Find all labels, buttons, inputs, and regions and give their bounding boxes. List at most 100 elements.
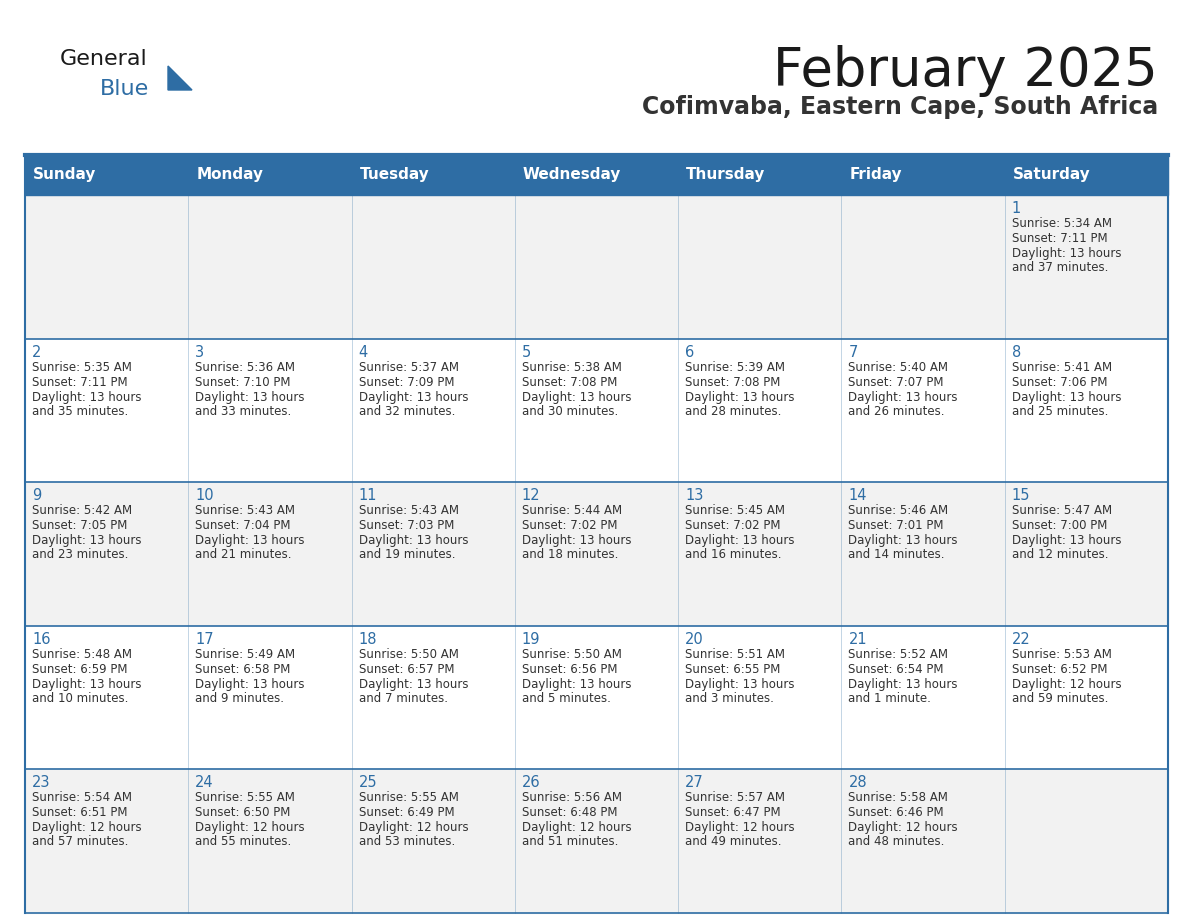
Text: Sunrise: 5:41 AM: Sunrise: 5:41 AM bbox=[1012, 361, 1112, 374]
Text: and 16 minutes.: and 16 minutes. bbox=[685, 548, 782, 561]
Text: 23: 23 bbox=[32, 776, 51, 790]
Text: Daylight: 13 hours: Daylight: 13 hours bbox=[1012, 534, 1121, 547]
Text: Sunrise: 5:40 AM: Sunrise: 5:40 AM bbox=[848, 361, 948, 374]
Bar bbox=[25, 626, 1168, 769]
Text: Daylight: 12 hours: Daylight: 12 hours bbox=[522, 822, 632, 834]
Text: 16: 16 bbox=[32, 632, 51, 647]
Text: Sunrise: 5:34 AM: Sunrise: 5:34 AM bbox=[1012, 217, 1112, 230]
Text: General: General bbox=[61, 49, 147, 69]
Text: Daylight: 13 hours: Daylight: 13 hours bbox=[522, 534, 631, 547]
Text: Daylight: 12 hours: Daylight: 12 hours bbox=[359, 822, 468, 834]
Text: Sunrise: 5:47 AM: Sunrise: 5:47 AM bbox=[1012, 504, 1112, 517]
Text: Daylight: 12 hours: Daylight: 12 hours bbox=[685, 822, 795, 834]
Text: and 21 minutes.: and 21 minutes. bbox=[195, 548, 292, 561]
Bar bbox=[25, 195, 1168, 339]
Text: 10: 10 bbox=[195, 488, 214, 503]
Text: Friday: Friday bbox=[849, 167, 902, 183]
Text: Sunset: 7:06 PM: Sunset: 7:06 PM bbox=[1012, 375, 1107, 388]
Polygon shape bbox=[168, 66, 192, 90]
Text: Sunset: 6:55 PM: Sunset: 6:55 PM bbox=[685, 663, 781, 676]
Text: Sunrise: 5:43 AM: Sunrise: 5:43 AM bbox=[359, 504, 459, 517]
Text: and 23 minutes.: and 23 minutes. bbox=[32, 548, 128, 561]
Text: Sunrise: 5:50 AM: Sunrise: 5:50 AM bbox=[359, 648, 459, 661]
Text: and 35 minutes.: and 35 minutes. bbox=[32, 405, 128, 418]
Text: Daylight: 13 hours: Daylight: 13 hours bbox=[1012, 247, 1121, 260]
Text: and 32 minutes.: and 32 minutes. bbox=[359, 405, 455, 418]
Text: Sunset: 6:52 PM: Sunset: 6:52 PM bbox=[1012, 663, 1107, 676]
Text: and 48 minutes.: and 48 minutes. bbox=[848, 835, 944, 848]
Text: Sunrise: 5:55 AM: Sunrise: 5:55 AM bbox=[359, 791, 459, 804]
Text: Sunrise: 5:55 AM: Sunrise: 5:55 AM bbox=[195, 791, 295, 804]
Text: 9: 9 bbox=[32, 488, 42, 503]
Text: Sunset: 7:07 PM: Sunset: 7:07 PM bbox=[848, 375, 944, 388]
Text: and 55 minutes.: and 55 minutes. bbox=[195, 835, 291, 848]
Text: 27: 27 bbox=[685, 776, 704, 790]
Bar bbox=[25, 482, 1168, 626]
Text: Sunset: 6:56 PM: Sunset: 6:56 PM bbox=[522, 663, 618, 676]
Text: and 30 minutes.: and 30 minutes. bbox=[522, 405, 618, 418]
Text: Sunset: 6:48 PM: Sunset: 6:48 PM bbox=[522, 806, 618, 820]
Text: Sunset: 7:05 PM: Sunset: 7:05 PM bbox=[32, 520, 127, 532]
Text: Daylight: 13 hours: Daylight: 13 hours bbox=[32, 534, 141, 547]
Text: Sunset: 7:08 PM: Sunset: 7:08 PM bbox=[522, 375, 618, 388]
Text: Daylight: 13 hours: Daylight: 13 hours bbox=[32, 390, 141, 404]
Text: Sunrise: 5:43 AM: Sunrise: 5:43 AM bbox=[195, 504, 296, 517]
Text: Sunrise: 5:38 AM: Sunrise: 5:38 AM bbox=[522, 361, 621, 374]
Text: Sunrise: 5:51 AM: Sunrise: 5:51 AM bbox=[685, 648, 785, 661]
Text: and 25 minutes.: and 25 minutes. bbox=[1012, 405, 1108, 418]
Text: 20: 20 bbox=[685, 632, 704, 647]
Bar bbox=[25, 339, 1168, 482]
Text: 26: 26 bbox=[522, 776, 541, 790]
Text: Blue: Blue bbox=[100, 79, 150, 99]
Text: Sunrise: 5:46 AM: Sunrise: 5:46 AM bbox=[848, 504, 948, 517]
Text: Sunset: 7:10 PM: Sunset: 7:10 PM bbox=[195, 375, 291, 388]
Text: Sunrise: 5:44 AM: Sunrise: 5:44 AM bbox=[522, 504, 623, 517]
Text: Sunset: 7:08 PM: Sunset: 7:08 PM bbox=[685, 375, 781, 388]
Text: and 14 minutes.: and 14 minutes. bbox=[848, 548, 944, 561]
Text: Daylight: 13 hours: Daylight: 13 hours bbox=[848, 390, 958, 404]
Text: Sunrise: 5:52 AM: Sunrise: 5:52 AM bbox=[848, 648, 948, 661]
Text: Sunrise: 5:45 AM: Sunrise: 5:45 AM bbox=[685, 504, 785, 517]
Text: and 57 minutes.: and 57 minutes. bbox=[32, 835, 128, 848]
Text: Sunset: 7:02 PM: Sunset: 7:02 PM bbox=[685, 520, 781, 532]
Text: Daylight: 13 hours: Daylight: 13 hours bbox=[685, 677, 795, 691]
Text: 4: 4 bbox=[359, 344, 368, 360]
Bar bbox=[25, 769, 1168, 913]
Text: 5: 5 bbox=[522, 344, 531, 360]
Text: Sunset: 6:59 PM: Sunset: 6:59 PM bbox=[32, 663, 127, 676]
Text: Daylight: 13 hours: Daylight: 13 hours bbox=[848, 677, 958, 691]
Text: Sunset: 6:50 PM: Sunset: 6:50 PM bbox=[195, 806, 291, 820]
Text: Daylight: 13 hours: Daylight: 13 hours bbox=[195, 534, 305, 547]
Text: Tuesday: Tuesday bbox=[360, 167, 429, 183]
Text: Daylight: 13 hours: Daylight: 13 hours bbox=[359, 390, 468, 404]
Text: 25: 25 bbox=[359, 776, 378, 790]
Text: Saturday: Saturday bbox=[1012, 167, 1091, 183]
Text: and 28 minutes.: and 28 minutes. bbox=[685, 405, 782, 418]
Text: Sunrise: 5:48 AM: Sunrise: 5:48 AM bbox=[32, 648, 132, 661]
Text: Daylight: 13 hours: Daylight: 13 hours bbox=[195, 390, 305, 404]
Text: Sunrise: 5:53 AM: Sunrise: 5:53 AM bbox=[1012, 648, 1112, 661]
Text: Sunrise: 5:36 AM: Sunrise: 5:36 AM bbox=[195, 361, 296, 374]
Text: Sunset: 6:58 PM: Sunset: 6:58 PM bbox=[195, 663, 291, 676]
Text: and 1 minute.: and 1 minute. bbox=[848, 692, 931, 705]
Text: 1: 1 bbox=[1012, 201, 1020, 216]
Text: Sunday: Sunday bbox=[33, 167, 96, 183]
Text: and 19 minutes.: and 19 minutes. bbox=[359, 548, 455, 561]
Text: Sunrise: 5:39 AM: Sunrise: 5:39 AM bbox=[685, 361, 785, 374]
Text: 11: 11 bbox=[359, 488, 377, 503]
Text: Sunrise: 5:35 AM: Sunrise: 5:35 AM bbox=[32, 361, 132, 374]
Text: Daylight: 13 hours: Daylight: 13 hours bbox=[32, 677, 141, 691]
Text: 24: 24 bbox=[195, 776, 214, 790]
Text: Cofimvaba, Eastern Cape, South Africa: Cofimvaba, Eastern Cape, South Africa bbox=[642, 95, 1158, 119]
Text: Sunrise: 5:54 AM: Sunrise: 5:54 AM bbox=[32, 791, 132, 804]
Text: and 18 minutes.: and 18 minutes. bbox=[522, 548, 618, 561]
Text: Sunset: 7:03 PM: Sunset: 7:03 PM bbox=[359, 520, 454, 532]
Text: Monday: Monday bbox=[196, 167, 264, 183]
Text: and 3 minutes.: and 3 minutes. bbox=[685, 692, 775, 705]
Text: and 53 minutes.: and 53 minutes. bbox=[359, 835, 455, 848]
Text: 19: 19 bbox=[522, 632, 541, 647]
Text: Sunset: 7:04 PM: Sunset: 7:04 PM bbox=[195, 520, 291, 532]
Text: Daylight: 13 hours: Daylight: 13 hours bbox=[685, 390, 795, 404]
Text: 3: 3 bbox=[195, 344, 204, 360]
Text: Daylight: 13 hours: Daylight: 13 hours bbox=[685, 534, 795, 547]
